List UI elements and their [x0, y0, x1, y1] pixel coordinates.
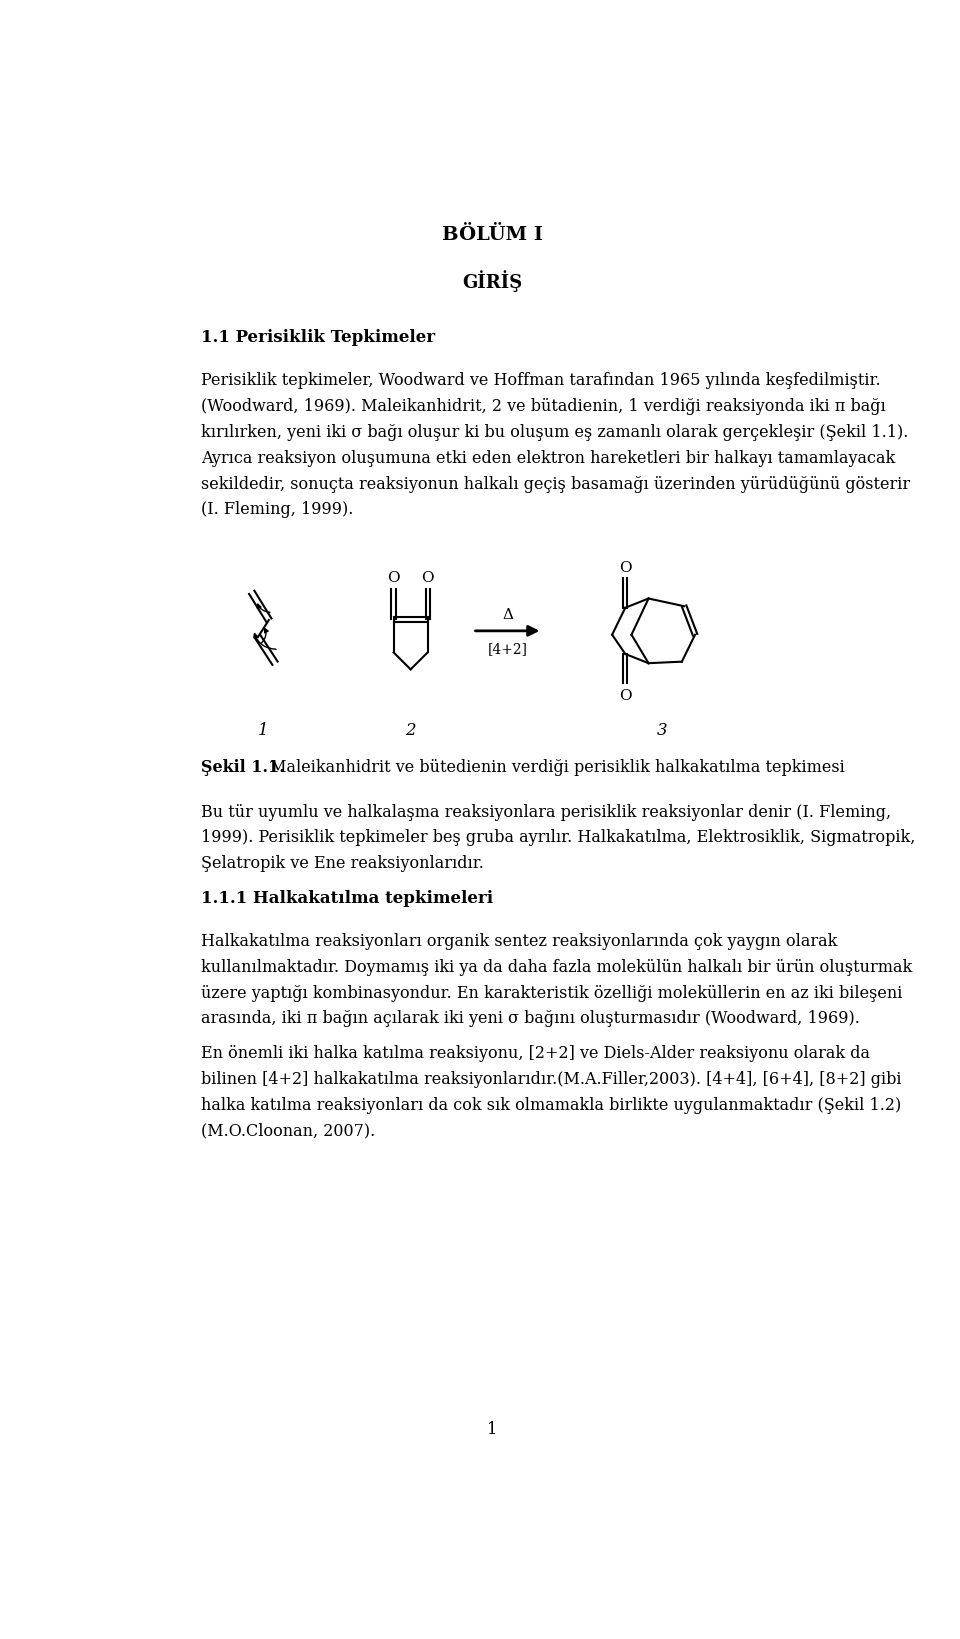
Text: (M.O.Cloonan, 2007).: (M.O.Cloonan, 2007). [202, 1123, 375, 1139]
Text: O: O [387, 570, 400, 585]
Text: Halkakatılma reaksiyonları organik sentez reaksiyonlarında çok yaygın olarak: Halkakatılma reaksiyonları organik sente… [202, 933, 838, 949]
Text: arasında, iki π bağın açılarak iki yeni σ bağını oluşturmasıdır (Woodward, 1969): arasında, iki π bağın açılarak iki yeni … [202, 1010, 860, 1026]
Text: bilinen [4+2] halkakatılma reaksiyonlarıdır.(M.A.Filler,2003). [4+4], [6+4], [8+: bilinen [4+2] halkakatılma reaksiyonları… [202, 1070, 901, 1087]
Text: kırılırken, yeni iki σ bağı oluşur ki bu oluşum eş zamanlı olarak gerçekleşir (Ş: kırılırken, yeni iki σ bağı oluşur ki bu… [202, 425, 909, 441]
Text: 1.1.1 Halkakatılma tepkimeleri: 1.1.1 Halkakatılma tepkimeleri [202, 890, 493, 906]
Text: Ayrıca reaksiyon oluşumuna etki eden elektron hareketleri bir halkayı tamamlayac: Ayrıca reaksiyon oluşumuna etki eden ele… [202, 449, 896, 467]
Text: sekildedir, sonuçta reaksiyonun halkalı geçiş basamağı üzerinden yürüdüğünü göst: sekildedir, sonuçta reaksiyonun halkalı … [202, 475, 910, 492]
Text: kullanılmaktadır. Doymamış iki ya da daha fazla molekülün halkalı bir ürün oluşt: kullanılmaktadır. Doymamış iki ya da dah… [202, 959, 913, 975]
Text: 1999). Perisiklik tepkimeler beş gruba ayrılır. Halkakatılma, Elektrosiklik, Sig: 1999). Perisiklik tepkimeler beş gruba a… [202, 829, 916, 846]
Text: Maleikanhidrit ve bütedienin verdiği perisiklik halkakatılma tepkimesi: Maleikanhidrit ve bütedienin verdiği per… [265, 759, 845, 775]
Text: En önemli iki halka katılma reaksiyonu, [2+2] ve Diels-Alder reaksiyonu olarak d: En önemli iki halka katılma reaksiyonu, … [202, 1044, 871, 1062]
Text: 3: 3 [658, 721, 668, 739]
Text: O: O [619, 688, 632, 703]
Text: O: O [421, 570, 434, 585]
Text: (I. Fleming, 1999).: (I. Fleming, 1999). [202, 502, 353, 518]
Text: 2: 2 [405, 721, 416, 739]
Text: Bu tür uyumlu ve halkalaşma reaksiyonlara perisiklik reaksiyonlar denir (I. Flem: Bu tür uyumlu ve halkalaşma reaksiyonlar… [202, 803, 892, 820]
Text: 1: 1 [258, 721, 269, 739]
Text: (Woodward, 1969). Maleikanhidrit, 2 ve bütadienin, 1 verdiği reaksiyonda iki π b: (Woodward, 1969). Maleikanhidrit, 2 ve b… [202, 398, 886, 415]
Text: 1.1 Perisiklik Tepkimeler: 1.1 Perisiklik Tepkimeler [202, 329, 436, 346]
Text: BÖLÜM I: BÖLÜM I [442, 226, 542, 244]
Text: Δ: Δ [502, 608, 513, 621]
Text: Perisiklik tepkimeler, Woodward ve Hoffman tarafından 1965 yılında keşfedilmişti: Perisiklik tepkimeler, Woodward ve Hoffm… [202, 372, 881, 388]
Text: üzere yaptığı kombinasyondur. En karakteristik özelliği moleküllerin en az iki b: üzere yaptığı kombinasyondur. En karakte… [202, 983, 902, 1001]
Text: Şelatropik ve Ene reaksiyonlarıdır.: Şelatropik ve Ene reaksiyonlarıdır. [202, 854, 484, 872]
Text: [4+2]: [4+2] [488, 641, 527, 656]
Text: GİRİŞ: GİRİŞ [462, 270, 522, 292]
Text: Şekil 1.1.: Şekil 1.1. [202, 759, 285, 775]
Text: O: O [619, 561, 632, 575]
Text: halka katılma reaksiyonları da cok sık olmamakla birlikte uygulanmaktadır (Şekil: halka katılma reaksiyonları da cok sık o… [202, 1096, 901, 1113]
Text: 1: 1 [487, 1421, 497, 1437]
